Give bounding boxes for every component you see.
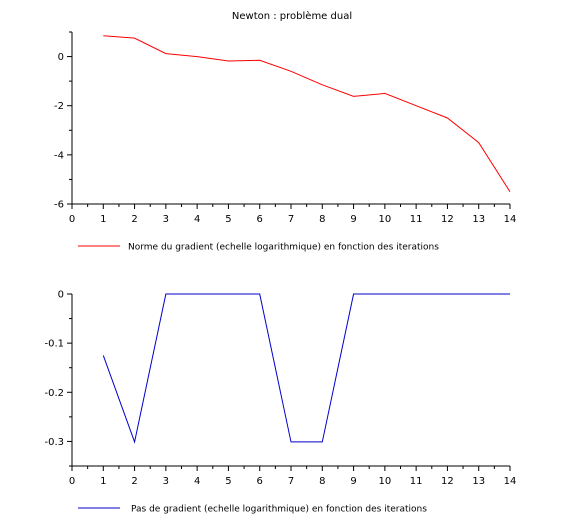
y-tick-label: -0.1 [44,339,64,350]
x-tick-label: 9 [350,476,356,487]
y-tick-label: -6 [54,200,64,211]
x-tick-label: 3 [163,214,169,225]
series-group [103,35,511,192]
x-tick-label: 11 [410,214,423,225]
x-tick-label: 1 [100,214,106,225]
x-tick-label: 10 [378,476,391,487]
x-tick-label: 2 [131,476,137,487]
x-tick-label: 6 [257,476,263,487]
series-group [102,293,510,444]
x-tick-label: 8 [319,476,325,487]
y-tick-label: -4 [54,150,64,161]
x-tick-label: 4 [194,214,200,225]
x-tick-label: 2 [131,214,137,225]
x-tick-label: 12 [441,476,454,487]
series-line [102,293,510,444]
y-tick-label: -2 [54,101,64,112]
x-tick-label: 12 [441,214,454,225]
chart-title: Newton : problème dual [232,10,352,22]
legend: Norme du gradient (echelle logarithmique… [78,243,439,253]
x-tick-label: 4 [194,476,200,487]
x-tick-label: 10 [378,214,391,225]
x-tick-label: 5 [225,214,231,225]
x-tick-label: 9 [350,214,356,225]
x-tick-label: 0 [69,476,75,487]
y-tick-label: -0.2 [44,388,64,399]
y-tick-label: 0 [58,290,64,301]
x-tick-label: 14 [504,476,517,487]
x-tick-label: 13 [472,214,485,225]
axes: 0 1 2 3 4 5 6 7 8 9 10 11 12 13 14-6-4-20 [54,31,517,225]
x-tick-label: 3 [163,476,169,487]
x-tick-label: 13 [472,476,485,487]
legend-label: Norme du gradient (echelle logarithmique… [128,243,439,253]
chart-norme-gradient: Newton : problème dual 0 1 2 3 4 5 6 7 8 9 10 11 12 1… [54,10,516,253]
y-tick-label: 0 [58,52,64,63]
x-tick-label: 11 [410,476,423,487]
axes: 0 1 2 3 4 5 6 7 8 9 10 11 12 13 14-0.3-0.2-0.10 [44,290,516,488]
legend-label: Pas de gradient (echelle logarithmique) … [131,505,427,515]
x-tick-label: 6 [257,214,263,225]
x-tick-label: 1 [100,476,106,487]
y-tick-label: -0.3 [44,437,64,448]
x-tick-label: 7 [288,476,294,487]
x-tick-label: 8 [319,214,325,225]
series-line [103,35,511,192]
legend: Pas de gradient (echelle logarithmique) … [78,505,427,515]
chart-pas-gradient: 0 1 2 3 4 5 6 7 8 9 10 11 12 13 14-0.3-0.2-0.10 Pas de… [44,290,516,515]
x-tick-label: 14 [504,214,517,225]
x-tick-label: 0 [69,214,75,225]
x-tick-label: 7 [288,214,294,225]
x-tick-label: 5 [225,476,231,487]
